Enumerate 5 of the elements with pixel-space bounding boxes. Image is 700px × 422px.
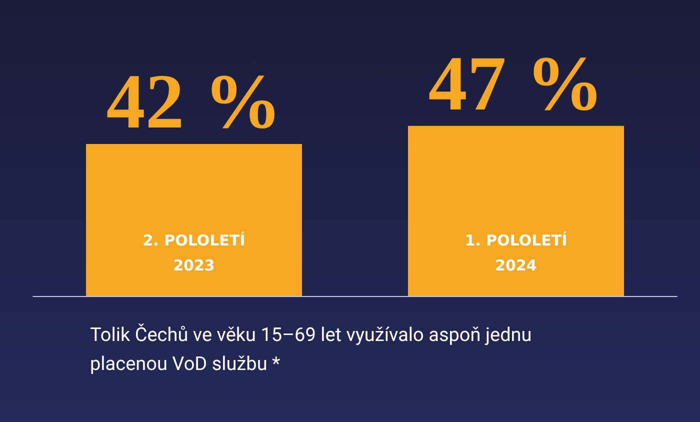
text: Tolik Čechů ve věku 15–69 let využívalo aspoň jednu placenou VoD službu * — [90, 323, 536, 375]
x-tick-label: 1. POLOLETÍ 2024 — [464, 232, 568, 274]
data-label: 47 % — [428, 39, 604, 126]
x-tick-label: 2. POLOLETÍ 2023 — [142, 232, 246, 274]
data-label: 42 % — [106, 57, 282, 144]
